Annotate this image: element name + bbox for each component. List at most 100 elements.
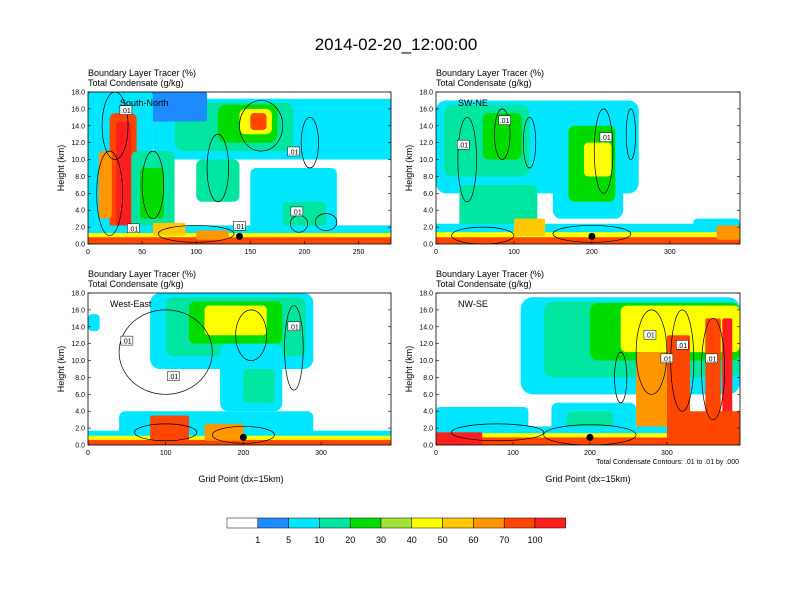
field-patch [152,222,186,236]
field-patch [282,201,327,228]
field-patch [250,113,267,130]
contour-line [314,213,338,231]
contour-label-box [233,221,246,231]
panel-variable-label: Total Condensate (g/kg) [436,78,532,88]
y-tick-label: 4.0 [423,208,433,215]
x-tick-label: 300 [315,450,327,457]
colorbar-swatch [288,517,320,529]
field-patch [666,411,740,441]
x-tick-label: 0 [86,450,90,457]
y-tick-label: 6.0 [423,392,433,399]
shaded-field [88,293,391,445]
y-tick-label: 2.0 [75,426,85,433]
y-axis-label: Height (km) [404,346,414,393]
colorbar-swatch [319,517,351,529]
field-patch [116,121,132,236]
field-patch [513,218,546,236]
colorbar-label: 5 [286,535,291,545]
location-marker [586,433,594,441]
field-patch [88,314,100,331]
contour-note: Total Condensate Contours: .01 to .01 by… [596,459,739,466]
panel-south-north: Boundary Layer Tracer (%)Total Condensat… [56,68,392,256]
x-tick-label: 50 [138,249,146,256]
field-patch [705,318,721,429]
x-tick-label: 100 [160,450,172,457]
x-tick-label: 0 [434,450,438,457]
contour-label-box [643,329,657,340]
contour-label-box [290,206,304,217]
panel-variable-label: Total Condensate (g/kg) [436,279,532,289]
y-tick-label: 6.0 [75,392,85,399]
y-tick-label: 16.0 [71,106,85,113]
x-tick-label: 250 [353,249,365,256]
colorbar-label: 40 [407,535,417,545]
y-tick-label: 18.0 [419,90,433,97]
colorbar-swatch [226,517,259,529]
figure-title: 2014-02-20_12:00:00 [315,35,478,54]
y-tick-label: 12.0 [419,341,433,348]
field-patch [196,230,229,240]
colorbar-label: 70 [499,535,509,545]
y-tick-label: 8.0 [75,174,85,181]
panel-variable-label: Total Condensate (g/kg) [88,279,184,289]
y-tick-label: 6.0 [423,191,433,198]
contour-line [134,423,198,442]
contour-label: .01 [292,209,302,216]
contour-line [300,116,319,169]
x-tick-label: 300 [661,450,673,457]
location-marker [588,232,596,240]
y-tick-label: 10.0 [71,358,85,365]
contour-label: .01 [121,108,131,115]
y-tick-label: 14.0 [71,324,85,331]
colorbar-label: 1 [255,535,260,545]
y-tick-label: 14.0 [419,324,433,331]
field-patch [139,168,164,219]
x-axis-label: Grid Point (dx=15km) [198,474,283,484]
y-tick-label: 14.0 [419,123,433,130]
panel-variable-label: Boundary Layer Tracer (%) [436,269,544,279]
x-tick-label: 0 [434,249,438,256]
colorbar-swatch [257,517,289,529]
contour-label: .01 [458,143,468,150]
y-tick-label: 0.0 [423,443,433,450]
cross-section-label: South-North [120,98,169,108]
x-tick-label: 200 [238,450,250,457]
panel-variable-label: Boundary Layer Tracer (%) [436,68,544,78]
y-tick-label: 12.0 [71,341,85,348]
field-patch [243,369,275,403]
y-tick-label: 6.0 [75,191,85,198]
colorbar-label: 10 [314,535,324,545]
plot-frame [87,292,392,446]
field-patch [196,159,240,202]
contour-label-box [676,340,689,350]
field-patch [150,415,189,441]
location-marker [236,232,243,240]
contour-label-box [167,371,180,381]
contour-label: .01 [677,343,687,350]
shaded-field [436,92,740,244]
colorbar-swatch [473,517,505,529]
x-tick-label: 100 [190,249,202,256]
y-tick-label: 8.0 [75,375,85,382]
field-patch [436,237,740,244]
contour-label: .01 [601,135,611,142]
contour-label: .01 [235,224,245,231]
contour-line [457,116,477,203]
contour-line [235,309,268,361]
y-tick-label: 8.0 [423,375,433,382]
panel-variable-label: Boundary Layer Tracer (%) [88,269,196,279]
field-patch [716,225,740,240]
contour-label: .01 [645,333,655,340]
x-tick-label: 200 [586,249,598,256]
x-tick-label: 150 [244,249,256,256]
contour-line [206,133,230,203]
colorbar-swatch [503,517,536,529]
y-tick-label: 16.0 [419,307,433,314]
contour-label: .01 [122,339,132,346]
field-patch [204,305,267,336]
colorbar-swatch [349,517,382,529]
field-patch [98,151,112,219]
contour-line [543,424,637,445]
contour-label: .01 [129,226,139,233]
